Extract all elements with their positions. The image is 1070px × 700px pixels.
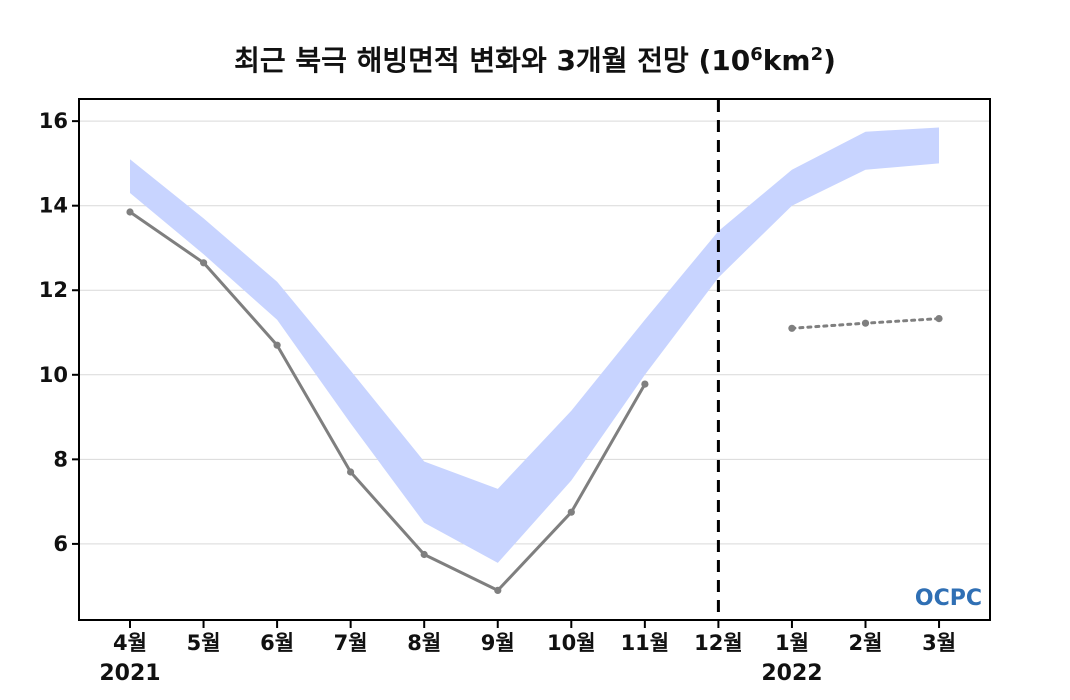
x-tick-label: 10월 [547,631,596,655]
x-tick-label: 4월 [113,631,147,655]
series-layer [126,208,943,595]
outlook-point [861,319,870,327]
forecast-band-layer [130,127,939,563]
x-tick-label: 2월 [849,631,883,655]
year-label: 2021 [99,661,160,686]
gridlines [80,120,990,545]
observed-point [420,550,428,559]
x-tick-label: 9월 [481,631,515,655]
observed-series-line [129,210,647,592]
observed-point [641,380,649,388]
y-tick-label: 14 [39,194,68,218]
y-axis: 6 8 10 12 14 16 [39,109,80,556]
y-tick-label: 16 [39,109,68,133]
observed-point [347,468,355,476]
observed-point [494,586,502,595]
x-tick-label: 3월 [922,631,956,655]
forecast-band [130,127,939,563]
ocpc-logo: OCPC [915,586,982,611]
x-tick-label: 5월 [187,631,221,655]
x-axis: 4월 5월 6월 7월 8월 9월 10월 11월 12월 1월 2월 3월 2021 2022 [99,620,956,686]
x-tick-label: 11월 [621,631,670,655]
y-tick-label: 6 [53,532,68,556]
x-tick-label: 12월 [694,631,743,655]
observed-point [126,208,134,216]
observed-point [273,341,281,349]
x-tick-label: 1월 [775,631,809,655]
plot-frame [78,98,991,621]
observed-point [200,259,208,267]
y-tick-label: 10 [39,363,68,387]
x-tick-label: 6월 [260,631,294,655]
chart-title: 최근 북극 해빙면적 변화와 3개월 전망 (106km2) [234,44,836,77]
watermark-text: OCPC [915,586,982,611]
x-tick-label: 7월 [334,631,368,655]
y-tick-label: 12 [39,278,68,302]
x-tick-label: 8월 [407,631,441,655]
outlook-point [935,315,943,323]
outlook-point [788,324,796,332]
observed-point [567,508,575,516]
year-label: 2022 [761,661,822,686]
y-tick-label: 8 [53,447,68,471]
